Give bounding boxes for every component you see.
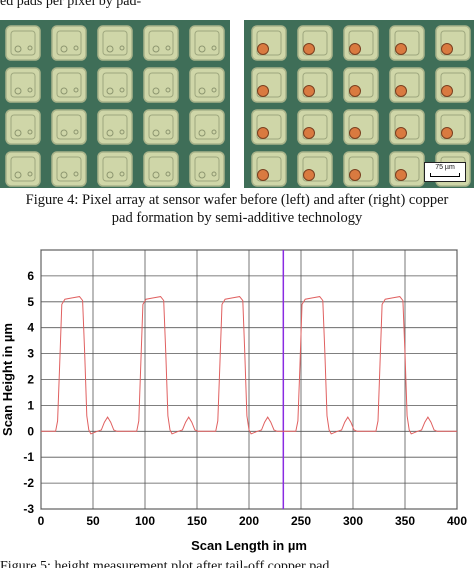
y-tick-label: 5 — [27, 295, 34, 309]
pixel-cell — [389, 67, 425, 103]
x-tick-label: 150 — [187, 514, 207, 528]
grid-lines — [40, 249, 458, 510]
y-tick-label: -2 — [23, 476, 34, 490]
copper-pad — [395, 169, 407, 181]
pixel-cell — [97, 109, 133, 145]
pixel-cell — [435, 25, 471, 61]
copper-pad — [257, 127, 269, 139]
pixel-cell — [143, 25, 179, 61]
height-profile-chart: -3 -2 -1 0 1 2 3 4 5 6 0 50 100 150 200 250 300 350 400 S… — [0, 249, 468, 553]
scan-height-series-line — [41, 296, 457, 435]
pixel-cell — [5, 67, 41, 103]
y-tick-label: 0 — [27, 424, 34, 438]
y-tick-label: 1 — [27, 398, 34, 412]
y-tick-label: 2 — [27, 373, 34, 387]
copper-pad — [303, 85, 315, 97]
copper-pad — [257, 43, 269, 55]
pixel-cell — [51, 67, 87, 103]
copper-pad — [349, 127, 361, 139]
x-axis-label: Scan Length in µm — [191, 538, 307, 553]
figure-4-caption: Figure 4: Pixel array at sensor wafer be… — [0, 191, 474, 227]
x-tick-label: 400 — [447, 514, 467, 528]
copper-pad — [395, 85, 407, 97]
x-tick-label: 250 — [291, 514, 311, 528]
figure-5-caption-fragment: Figure 5: height measurement plot after … — [0, 559, 330, 568]
pixel-cell — [435, 109, 471, 145]
copper-pad — [441, 85, 453, 97]
x-tick-label: 300 — [343, 514, 363, 528]
copper-pad — [303, 169, 315, 181]
pixel-cell — [143, 109, 179, 145]
pixel-cell — [51, 25, 87, 61]
pixel-cell — [189, 151, 225, 187]
x-tick-label: 350 — [395, 514, 415, 528]
copper-pad — [441, 43, 453, 55]
pixel-cell — [143, 67, 179, 103]
pixel-cell — [343, 25, 379, 61]
pixel-cell — [343, 151, 379, 187]
pixel-cell — [5, 25, 41, 61]
pixel-cell — [189, 25, 225, 61]
x-tick-label: 100 — [135, 514, 155, 528]
scale-bar: 75 µm — [424, 162, 466, 182]
pixel-cell — [51, 109, 87, 145]
pixel-cell — [189, 109, 225, 145]
x-tick-labels: 0 50 100 150 200 250 300 350 400 — [38, 514, 468, 528]
copper-pad — [303, 43, 315, 55]
pixel-cell — [51, 151, 87, 187]
copper-pad — [441, 127, 453, 139]
pixel-cell — [251, 151, 287, 187]
preceding-text-fragment: ed pads per pixel by pad- — [0, 0, 142, 9]
pixel-cell — [297, 151, 333, 187]
pixel-cell — [189, 67, 225, 103]
pixel-cell — [251, 109, 287, 145]
figure-4-caption-line-2: pad formation by semi-additive technolog… — [111, 210, 363, 226]
pixel-cell — [297, 109, 333, 145]
figure-4-caption-line-1: Figure 4: Pixel array at sensor wafer be… — [25, 192, 449, 208]
y-tick-label: 3 — [27, 347, 34, 361]
copper-pad — [349, 43, 361, 55]
pixel-cell — [97, 25, 133, 61]
y-tick-label: 4 — [27, 321, 34, 335]
copper-pad — [349, 85, 361, 97]
x-tick-label: 200 — [239, 514, 259, 528]
y-tick-label: -3 — [23, 502, 34, 516]
pixel-cell — [297, 67, 333, 103]
pixel-cell — [5, 151, 41, 187]
pixel-cell — [251, 67, 287, 103]
pixel-array-before-image — [0, 20, 230, 188]
y-tick-label: -1 — [23, 450, 34, 464]
pixel-array-after-image: 75 µm — [244, 20, 474, 188]
pixel-cell — [251, 25, 287, 61]
pixel-cell — [97, 151, 133, 187]
pixel-cell — [5, 109, 41, 145]
pixel-cell — [143, 151, 179, 187]
pixel-cell — [435, 67, 471, 103]
pixel-cell — [97, 67, 133, 103]
copper-pad — [257, 169, 269, 181]
scale-bar-label: 75 µm — [435, 164, 455, 171]
x-tick-label: 0 — [38, 514, 45, 528]
scale-bar-line — [430, 173, 460, 177]
copper-pad — [395, 43, 407, 55]
pixel-cell — [389, 109, 425, 145]
y-tick-labels: -3 -2 -1 0 1 2 3 4 5 6 — [23, 269, 34, 516]
y-tick-label: 6 — [27, 269, 34, 283]
copper-pad — [303, 127, 315, 139]
y-axis-label: Scan Height in µm — [0, 323, 15, 436]
copper-pad — [257, 85, 269, 97]
copper-pad — [395, 127, 407, 139]
pixel-cell — [389, 25, 425, 61]
pixel-cell — [343, 67, 379, 103]
pixel-cell — [343, 109, 379, 145]
pixel-cell — [389, 151, 425, 187]
pixel-cell — [297, 25, 333, 61]
x-tick-label: 50 — [86, 514, 100, 528]
copper-pad — [349, 169, 361, 181]
